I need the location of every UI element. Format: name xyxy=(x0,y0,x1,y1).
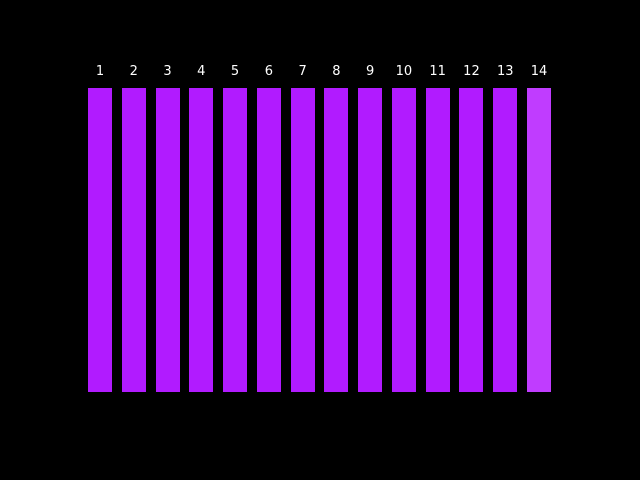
column[interactable]: 2 xyxy=(117,62,151,392)
column-bar[interactable] xyxy=(189,88,214,392)
column[interactable]: 4 xyxy=(184,62,218,392)
column[interactable]: 12 xyxy=(454,62,488,392)
column-bar[interactable] xyxy=(256,88,281,392)
column-bar[interactable] xyxy=(459,88,484,392)
column-label: 11 xyxy=(429,64,446,79)
column-label: 2 xyxy=(129,64,138,79)
column[interactable]: 13 xyxy=(488,62,522,392)
column-bar[interactable] xyxy=(223,88,248,392)
column[interactable]: 9 xyxy=(353,62,387,392)
column[interactable]: 1 xyxy=(83,62,117,392)
column-label: 6 xyxy=(264,64,273,79)
column-bar[interactable] xyxy=(88,88,112,392)
column[interactable]: 7 xyxy=(286,62,320,392)
column-label: 9 xyxy=(366,64,375,79)
column-label: 1 xyxy=(95,64,105,79)
column[interactable]: 5 xyxy=(218,62,252,392)
column[interactable]: 8 xyxy=(319,62,353,392)
column-label: 12 xyxy=(463,64,480,79)
column[interactable]: 11 xyxy=(421,62,455,392)
column-label: 4 xyxy=(197,64,206,79)
column-bar[interactable] xyxy=(358,88,383,392)
column-bar[interactable] xyxy=(391,88,416,392)
column-label: 13 xyxy=(496,64,514,79)
column-bar[interactable] xyxy=(121,88,146,392)
column-label: 5 xyxy=(230,64,240,79)
column[interactable]: 10 xyxy=(387,62,421,392)
column-label: 10 xyxy=(395,64,413,79)
column[interactable]: 6 xyxy=(252,62,286,392)
column-label: 14 xyxy=(530,64,548,79)
column-bar[interactable] xyxy=(324,88,349,392)
column-bar[interactable] xyxy=(493,88,518,392)
column-bar[interactable] xyxy=(155,88,180,392)
column-bar[interactable] xyxy=(425,88,450,392)
column-bar[interactable] xyxy=(527,88,551,392)
column-bar[interactable] xyxy=(290,88,315,392)
column-label: 8 xyxy=(332,64,341,79)
column[interactable]: 14 xyxy=(522,62,556,392)
column-label: 3 xyxy=(163,64,172,79)
column[interactable]: 3 xyxy=(151,62,185,392)
column-label: 7 xyxy=(298,64,307,79)
